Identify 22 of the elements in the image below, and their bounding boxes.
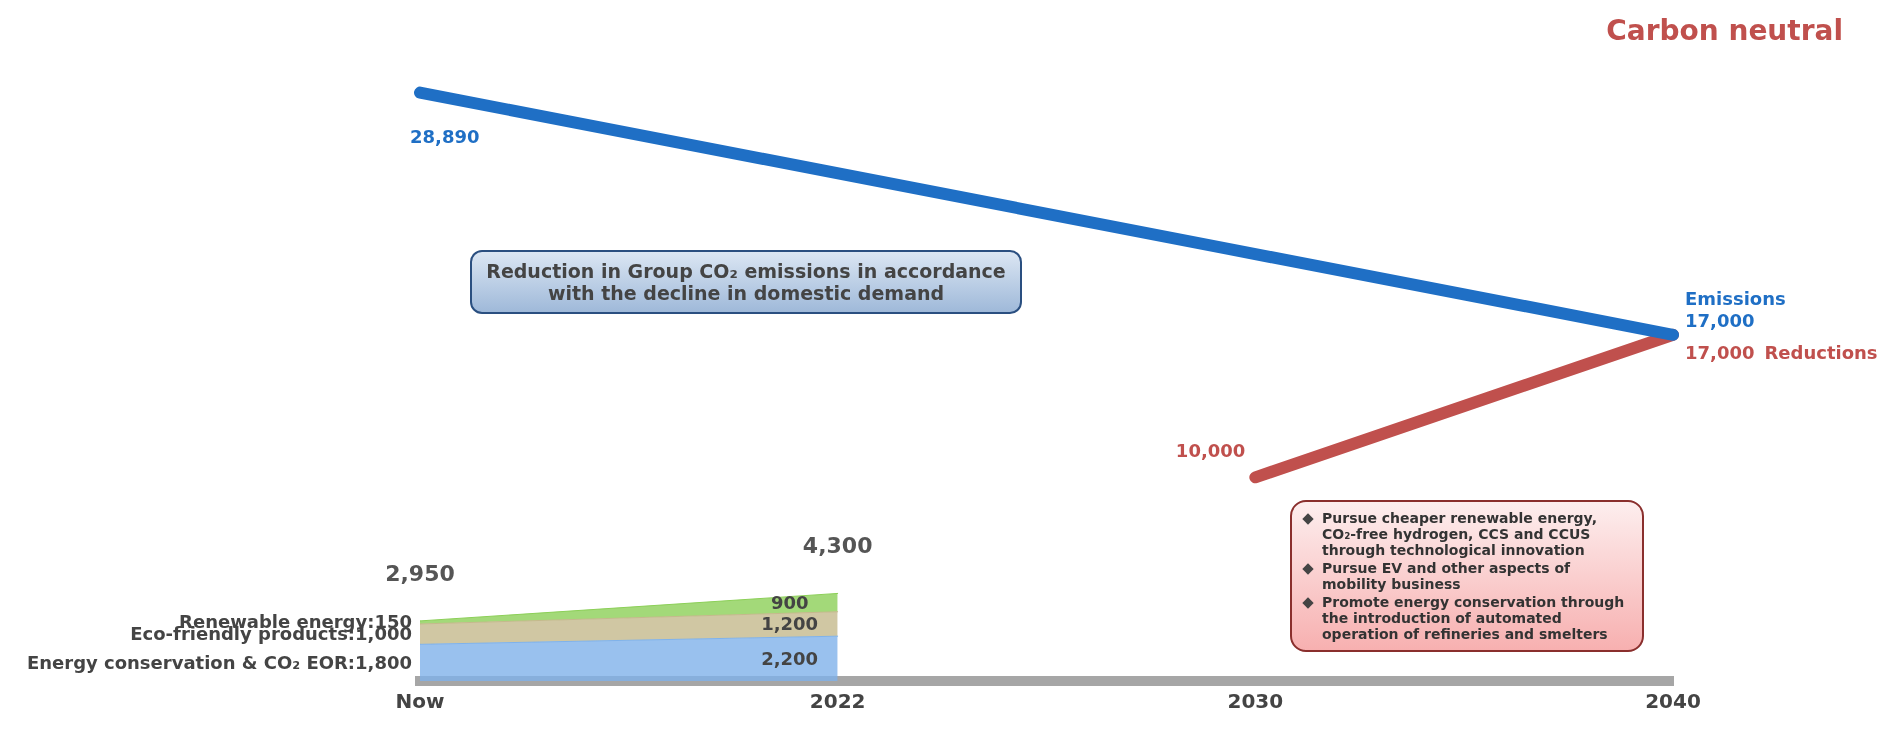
data-label: 17,000: [1685, 309, 1755, 331]
x-tick-label: Now: [395, 689, 445, 714]
data-label: 2,200: [761, 647, 819, 669]
data-label: 17,000: [1685, 341, 1755, 363]
annotation: Pursue cheaper renewable energy, CO₂-free hydrogen, CCS and CCUS through technological innovation: [1322, 510, 1597, 558]
x-tick-label: 2030: [1227, 689, 1284, 714]
annotation: Promote energy conservation through the introduction of automated operation of refineries and smelters: [1322, 594, 1625, 642]
annotation: Carbon neutral: [1606, 14, 1843, 47]
data-label: 10,000: [1175, 440, 1246, 462]
data-label: 28,890: [410, 125, 480, 147]
text: Reductions: [1764, 341, 1878, 363]
text: Energy conservation & CO₂ EOR:1,800: [26, 651, 412, 673]
data-label: 900: [770, 591, 809, 613]
series-label: Emissions: [1685, 287, 1786, 309]
x-tick-label: 2040: [1645, 689, 1701, 714]
total-label: 4,300: [802, 533, 873, 559]
annotation: Pursue EV and other aspects of mobility business: [1322, 560, 1571, 592]
annotation: Reduction in Group CO₂ emissions in accordance with the decline in domestic demand: [470, 250, 1022, 314]
callout-box: Pursue cheaper renewable energy, CO₂-free hydrogen, CCS and CCUS through technological innovation Pursue EV and other aspects of mobility business Promote energy conservation through the introduction of automated operation of refineries and smelters: [1290, 500, 1644, 652]
data-label: 1,200: [761, 612, 819, 634]
total-label: 2,950: [385, 560, 455, 586]
x-tick-label: 2022: [809, 689, 866, 714]
